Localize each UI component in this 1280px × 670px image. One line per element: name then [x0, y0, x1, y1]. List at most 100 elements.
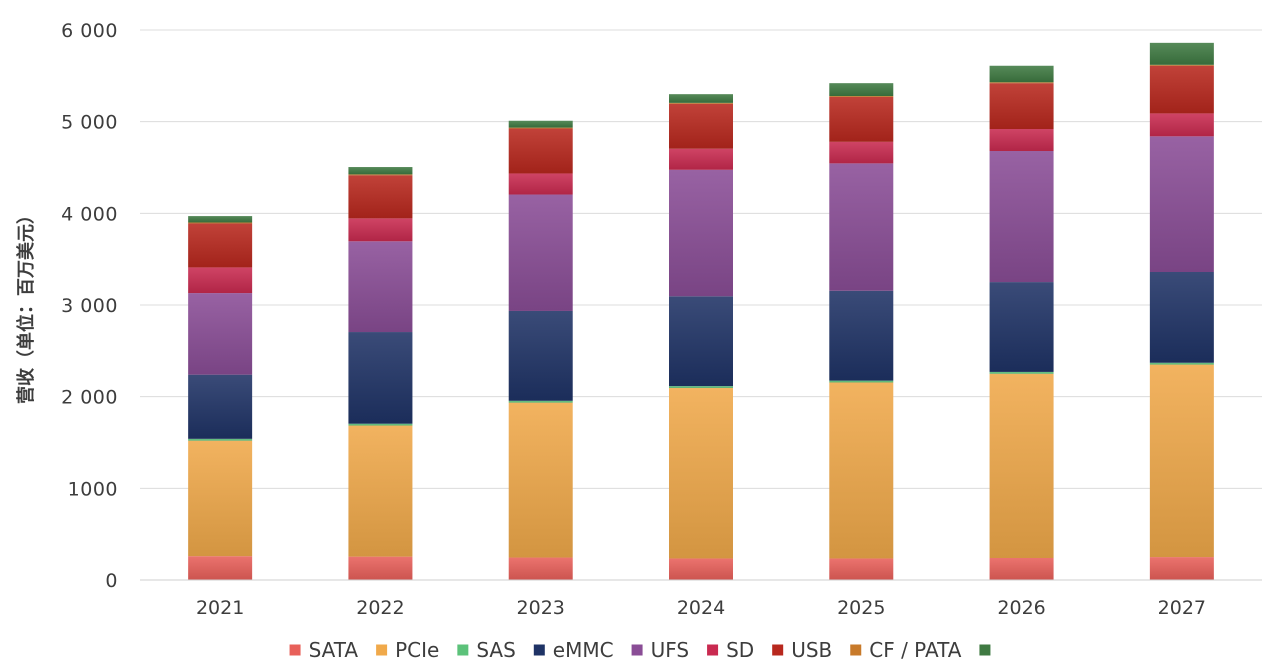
legend-swatch — [631, 644, 643, 656]
x-tick-label: 2022 — [356, 597, 404, 619]
bar-segment-2021-ufs — [188, 293, 253, 375]
legend-label: PCIe — [395, 638, 439, 662]
bar-segment-2025-cf-pata — [829, 96, 894, 97]
bar-segment-2024-ufs — [669, 169, 733, 297]
bar-segment-2026-ufs — [989, 151, 1054, 283]
bar-segment-2026-pcie — [989, 373, 1054, 558]
bar-segment-2026-cf-pata — [989, 82, 1054, 84]
bar-segment-2027-cf-pata — [1149, 64, 1214, 66]
bar-segment-2025-other — [829, 83, 894, 96]
bar-segment-2023-pcie — [508, 402, 573, 558]
bar-segment-2027-ufs — [1149, 136, 1214, 272]
bar-segment-2024-emmc — [669, 296, 733, 387]
legend-label: SATA — [309, 638, 359, 662]
y-tick-label: 5 000 — [61, 112, 118, 134]
bar-segment-2025-ufs — [829, 163, 894, 291]
bar-segment-2027-other — [1149, 42, 1214, 65]
y-tick-label: 0 — [105, 570, 118, 592]
legend-item: SATA — [289, 638, 359, 662]
bar-segment-2022-sata — [348, 556, 413, 580]
x-tick-label: 2024 — [677, 597, 725, 619]
legend-label: eMMC — [553, 638, 614, 662]
bar-segment-2022-pcie — [348, 425, 413, 557]
bar-segment-2023-ufs — [508, 194, 573, 311]
x-tick-label: 2023 — [517, 597, 565, 619]
y-tick-label: 2 000 — [61, 387, 118, 409]
bar-segment-2025-emmc — [829, 290, 894, 381]
bar-segment-2026-sd — [989, 129, 1054, 151]
legend-label: CF / PATA — [869, 638, 961, 662]
legend-item: CF / PATA — [850, 638, 962, 662]
bar-segment-2021-sata — [188, 556, 253, 580]
legend-swatch — [457, 644, 469, 656]
bar-segment-2024-cf-pata — [669, 102, 733, 104]
x-tick-label: 2026 — [997, 597, 1045, 619]
legend-item: UFS — [631, 638, 690, 662]
bar-segment-2026-sata — [989, 558, 1054, 580]
y-tick-label: 4 000 — [61, 203, 118, 225]
legend-label: USB — [791, 638, 832, 662]
bar-segment-2024-sata — [669, 558, 733, 580]
bar-segment-2021-pcie — [188, 440, 253, 557]
y-tick-label: 6 000 — [61, 20, 118, 42]
bar-segment-2022-ufs — [348, 241, 413, 333]
legend-item: USB — [772, 638, 832, 662]
x-tick-label: 2021 — [196, 597, 244, 619]
legend-item: SD — [707, 638, 754, 662]
bar-segment-2027-usb — [1149, 65, 1214, 114]
bar-segment-2021-sd — [188, 267, 253, 294]
bar-segment-2025-sata — [829, 558, 894, 580]
bar-segment-2022-other — [348, 167, 413, 175]
bar-segment-2023-emmc — [508, 310, 573, 401]
bar-segment-2022-sd — [348, 218, 413, 242]
bars — [188, 42, 1214, 580]
bar-segment-2021-usb — [188, 223, 253, 268]
bar-segment-2023-sata — [508, 557, 573, 580]
bar-segment-2027-pcie — [1149, 364, 1214, 558]
legend-swatch — [850, 644, 862, 656]
bar-segment-2024-other — [669, 94, 733, 103]
bar-segment-2026-usb — [989, 83, 1054, 129]
bar-segment-2026-emmc — [989, 282, 1054, 372]
legend-item — [979, 644, 991, 656]
legend-item: eMMC — [533, 638, 614, 662]
bar-segment-2026-sas — [989, 371, 1054, 374]
bar-segment-2022-sas — [348, 423, 413, 426]
bar-segment-2023-usb — [508, 128, 573, 174]
axes: 0 1000 2 000 3 000 4 000 5 000 6 000 营收（单位：百万美元… — [15, 20, 1262, 619]
legend-item: SAS — [457, 638, 516, 662]
bar-segment-2025-pcie — [829, 382, 894, 559]
x-tick-label: 2027 — [1158, 597, 1206, 619]
bar-segment-2023-sas — [508, 400, 573, 403]
bar-segment-2022-cf-pata — [348, 174, 413, 176]
bar-segment-2021-cf-pata — [188, 222, 253, 224]
legend-swatch — [533, 644, 545, 656]
bar-segment-2023-other — [508, 120, 573, 128]
legend-swatch — [376, 644, 388, 656]
bar-segment-2024-sas — [669, 386, 733, 388]
bar-segment-2024-sd — [669, 148, 733, 170]
legend-swatch — [979, 644, 991, 656]
bar-segment-2025-sd — [829, 141, 894, 164]
legend-item: PCIe — [376, 638, 439, 662]
y-tick-label: 1000 — [68, 478, 118, 500]
bar-segment-2024-pcie — [669, 387, 733, 559]
bar-segment-2026-other — [989, 65, 1054, 83]
legend-swatch — [707, 644, 719, 656]
bar-segment-2021-emmc — [188, 374, 253, 439]
bar-segment-2027-sata — [1149, 557, 1214, 580]
y-tick-label: 3 000 — [61, 295, 118, 317]
y-axis-title: 营收（单位：百万美元） — [15, 206, 37, 404]
x-tick-label: 2025 — [837, 597, 885, 619]
legend: SATA PCIe SAS eMMC UFS SD USB CF / PATA — [289, 638, 991, 662]
legend-label: SD — [726, 638, 754, 662]
legend-label: UFS — [651, 638, 690, 662]
bar-segment-2025-usb — [829, 96, 894, 142]
legend-swatch — [772, 644, 784, 656]
bar-segment-2027-emmc — [1149, 272, 1214, 363]
bar-segment-2023-cf-pata — [508, 127, 573, 129]
bar-segment-2022-emmc — [348, 332, 413, 424]
bar-segment-2024-usb — [669, 103, 733, 149]
